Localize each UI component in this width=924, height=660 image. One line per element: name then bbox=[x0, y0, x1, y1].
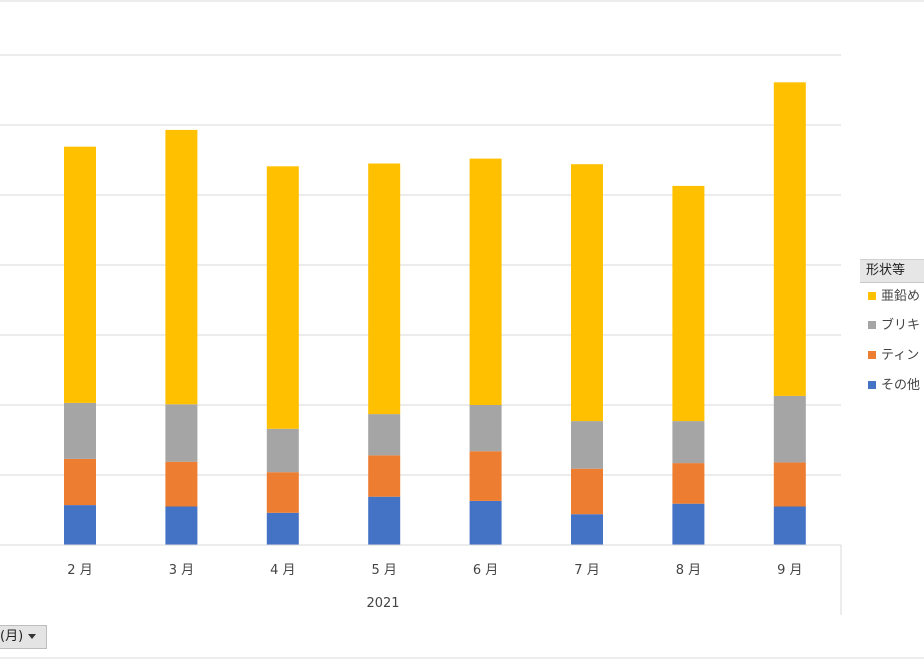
bar-segment[interactable] bbox=[469, 500, 502, 545]
legend-item-zinc[interactable]: 亜鉛め bbox=[868, 288, 920, 306]
legend-title[interactable]: 形状等 bbox=[860, 259, 924, 283]
filter-button-label: (月) bbox=[0, 629, 24, 644]
bar-segment[interactable] bbox=[266, 512, 299, 545]
bar-segment[interactable] bbox=[571, 514, 603, 545]
legend-swatch bbox=[868, 380, 876, 389]
x-tick-label: 8 月 bbox=[676, 563, 701, 578]
bar-segment[interactable] bbox=[672, 463, 705, 504]
bar-segment[interactable] bbox=[773, 462, 806, 507]
legend-label: ブリキ bbox=[881, 318, 921, 333]
x-group-label: 2021 bbox=[366, 596, 399, 611]
bar-segment[interactable] bbox=[165, 461, 198, 507]
bar-segment[interactable] bbox=[773, 82, 806, 396]
bars bbox=[64, 82, 806, 545]
legend-label: 亜鉛め bbox=[881, 289, 921, 304]
x-tick-label: 7 月 bbox=[574, 563, 599, 578]
legend-label: ティン bbox=[881, 348, 920, 363]
bar-segment[interactable] bbox=[64, 146, 96, 403]
legend-item-tinplate[interactable]: ブリキ bbox=[868, 317, 920, 335]
x-tick-label: 3 月 bbox=[169, 563, 194, 578]
bar-segment[interactable] bbox=[64, 505, 96, 545]
bar-segment[interactable] bbox=[368, 455, 401, 497]
bar-segment[interactable] bbox=[672, 185, 705, 422]
chevron-down-icon[interactable] bbox=[28, 634, 37, 639]
legend-label: その他 bbox=[881, 378, 921, 393]
gridlines bbox=[0, 54, 841, 476]
bar-segment[interactable] bbox=[368, 414, 401, 456]
bar-segment[interactable] bbox=[773, 506, 806, 546]
legend-item-tin[interactable]: ティン bbox=[868, 347, 919, 365]
x-axis bbox=[0, 544, 842, 615]
bar-segment[interactable] bbox=[165, 129, 198, 405]
legend-swatch bbox=[868, 320, 876, 329]
x-tick-label: 5 月 bbox=[371, 563, 396, 578]
legend-item-other[interactable]: その他 bbox=[868, 377, 920, 395]
bar-segment[interactable] bbox=[266, 428, 299, 473]
bar-segment[interactable] bbox=[266, 166, 299, 429]
bar-segment[interactable] bbox=[368, 496, 401, 545]
bar-segment[interactable] bbox=[266, 472, 299, 513]
x-tick-labels: 2 月 3 月 4 月 5 月 6 月 7 月 8 月 9 月 bbox=[67, 563, 802, 578]
month-field-filter-button[interactable]: (月) bbox=[0, 625, 47, 649]
bar-segment[interactable] bbox=[571, 164, 603, 422]
bar-segment[interactable] bbox=[469, 158, 502, 405]
bar-segment[interactable] bbox=[368, 163, 401, 415]
x-tick-label: 9 月 bbox=[777, 563, 802, 578]
x-tick-label: 2 月 bbox=[67, 563, 92, 578]
bar-segment[interactable] bbox=[469, 405, 502, 452]
x-tick-label: 6 月 bbox=[473, 563, 498, 578]
legend-swatch bbox=[868, 291, 876, 300]
bar-segment[interactable] bbox=[64, 402, 96, 459]
bar-segment[interactable] bbox=[165, 506, 198, 546]
bar-segment[interactable] bbox=[672, 421, 705, 464]
bar-segment[interactable] bbox=[64, 458, 96, 506]
bar-segment[interactable] bbox=[672, 503, 705, 545]
bar-segment[interactable] bbox=[773, 395, 806, 463]
bar-segment[interactable] bbox=[571, 421, 603, 469]
x-tick-label: 4 月 bbox=[270, 563, 295, 578]
legend-swatch bbox=[868, 350, 876, 359]
bar-segment[interactable] bbox=[571, 468, 603, 515]
bar-segment[interactable] bbox=[469, 451, 502, 501]
bar-segment[interactable] bbox=[165, 404, 198, 462]
